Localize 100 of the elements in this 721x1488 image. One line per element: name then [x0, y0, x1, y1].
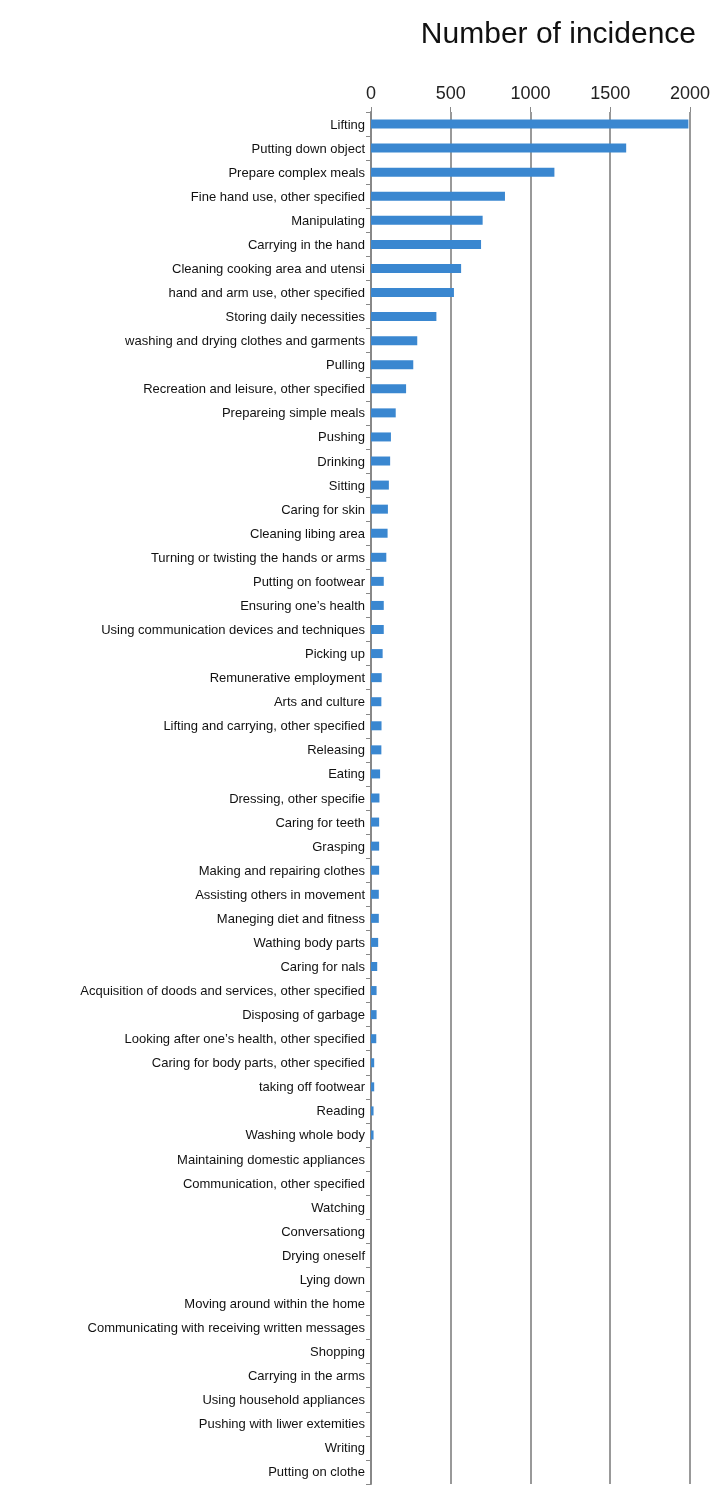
- y-tick-label: Pushing with liwer extemities: [198, 1416, 366, 1432]
- bar: [371, 119, 689, 129]
- y-tick-label: Manipulating: [291, 212, 365, 228]
- y-tick-label: Conversationg: [281, 1223, 365, 1239]
- y-tick-label: Maneging diet and fitness: [216, 910, 366, 926]
- y-tick-label: Using communication devices and techniques: [101, 622, 366, 638]
- y-tick-label: Caring for body parts, other specified: [151, 1055, 365, 1071]
- y-tick-label: Lying down: [299, 1271, 365, 1287]
- y-tick-label: Writing: [324, 1440, 365, 1456]
- y-tick-label: Sitting: [328, 477, 365, 493]
- bar: [371, 263, 462, 273]
- bar: [371, 480, 389, 490]
- y-tick-label: Eating: [328, 766, 365, 782]
- y-tick-label: Shopping: [310, 1344, 365, 1360]
- bar: [371, 239, 482, 249]
- y-tick-label: Putting on footwear: [252, 573, 366, 589]
- y-tick-label: Putting on clothe: [268, 1464, 365, 1480]
- bar: [371, 360, 414, 370]
- bar: [371, 288, 454, 298]
- bar: [371, 889, 379, 899]
- bar: [371, 986, 377, 996]
- bar: [371, 1082, 375, 1092]
- y-tick-label: Washing whole body: [245, 1127, 366, 1143]
- y-tick-label: Moving around within the home: [184, 1295, 365, 1311]
- y-tick-label: Lifting: [330, 116, 365, 132]
- bar: [371, 1034, 377, 1044]
- bar: [371, 384, 407, 394]
- bar: [371, 432, 391, 442]
- bar: [371, 961, 378, 971]
- y-tick-label: Communicating with receiving written messages: [87, 1320, 366, 1336]
- y-tick-label: Carrying in the hand: [247, 236, 365, 252]
- y-tick-label: Caring for skin: [281, 501, 365, 517]
- y-tick-label: Using household appliances: [202, 1392, 366, 1408]
- bar: [371, 552, 387, 562]
- y-tick-label: Recreation and leisure, other specified: [143, 381, 365, 397]
- y-tick-label: Cleaning libing area: [250, 525, 366, 541]
- bar: [371, 1010, 377, 1020]
- bar: [371, 456, 391, 466]
- bar: [371, 143, 627, 153]
- bar: [371, 1058, 375, 1068]
- bar: [371, 1130, 374, 1140]
- y-tick-label: Arts and culture: [273, 694, 365, 710]
- bar: [371, 721, 382, 731]
- bar: [371, 528, 388, 538]
- y-tick-label: Pulling: [325, 357, 365, 373]
- y-tick-label: Fine hand use, other specified: [190, 188, 365, 204]
- y-tick-label: Communication, other specified: [182, 1175, 365, 1191]
- y-tick-label: taking off footwear: [259, 1079, 366, 1095]
- y-tick-label: Drinking: [317, 453, 365, 469]
- bar: [371, 673, 382, 683]
- y-tick-label: Caring for nals: [280, 958, 366, 974]
- y-tick-label: washing and drying clothes and garments: [124, 333, 366, 349]
- bar: [371, 793, 380, 803]
- y-tick-label: Releasing: [307, 742, 365, 758]
- bar: [371, 649, 383, 659]
- y-tick-label: Looking after one’s health, other specified: [124, 1031, 365, 1047]
- bar: [371, 600, 384, 610]
- y-tick-label: Wathing body parts: [253, 934, 366, 950]
- x-tick-label: 0: [365, 83, 377, 103]
- x-tick-label: 1500: [590, 83, 631, 103]
- bar: [371, 745, 382, 755]
- bar: [371, 625, 384, 635]
- x-tick-label: 1000: [510, 83, 551, 103]
- y-tick-label: Cleaning cooking area and utensi: [172, 260, 366, 276]
- y-tick-label: Reading: [316, 1103, 365, 1119]
- y-tick-label: Dressing, other specifie: [229, 790, 365, 806]
- bar: [371, 865, 380, 875]
- y-tick-label: Disposing of garbage: [242, 1007, 365, 1023]
- bar: [371, 191, 505, 201]
- bar: [371, 215, 483, 225]
- bar: [371, 504, 388, 514]
- bar: [371, 817, 380, 827]
- bar: [371, 1106, 374, 1116]
- y-tick-label: Pushing: [318, 429, 365, 445]
- y-tick-label: Picking up: [305, 646, 365, 662]
- bar: [371, 312, 437, 322]
- chart-title: Number of incidence: [420, 15, 697, 49]
- bar: [371, 913, 379, 923]
- y-tick-label: Carrying in the arms: [247, 1368, 366, 1384]
- bar: [371, 937, 379, 947]
- x-tick-label: 2000: [669, 83, 710, 103]
- y-tick-label: Putting down object: [251, 140, 366, 156]
- y-tick-label: Drying oneself: [281, 1247, 366, 1263]
- bar: [371, 408, 396, 418]
- y-tick-label: hand and arm use, other specified: [168, 285, 365, 301]
- y-tick-label: Lifting and carrying, other specified: [163, 718, 365, 734]
- y-tick-label: Assisting others in movement: [195, 886, 366, 902]
- y-tick-label: Maintaining domestic appliances: [177, 1151, 366, 1167]
- y-tick-label: Turning or twisting the hands or arms: [150, 549, 366, 565]
- x-tick-label: 500: [435, 83, 466, 103]
- y-tick-label: Storing daily necessities: [225, 309, 366, 325]
- bar: [371, 769, 381, 779]
- y-tick-label: Grasping: [312, 838, 365, 854]
- bar: [371, 841, 380, 851]
- y-tick-label: Making and repairing clothes: [198, 862, 366, 878]
- bar: [371, 167, 555, 177]
- y-tick-label: Acquisition of doods and services, other specified: [80, 983, 365, 999]
- y-tick-label: Prepare complex meals: [228, 164, 366, 180]
- bar: [371, 336, 418, 346]
- bar: [371, 697, 382, 707]
